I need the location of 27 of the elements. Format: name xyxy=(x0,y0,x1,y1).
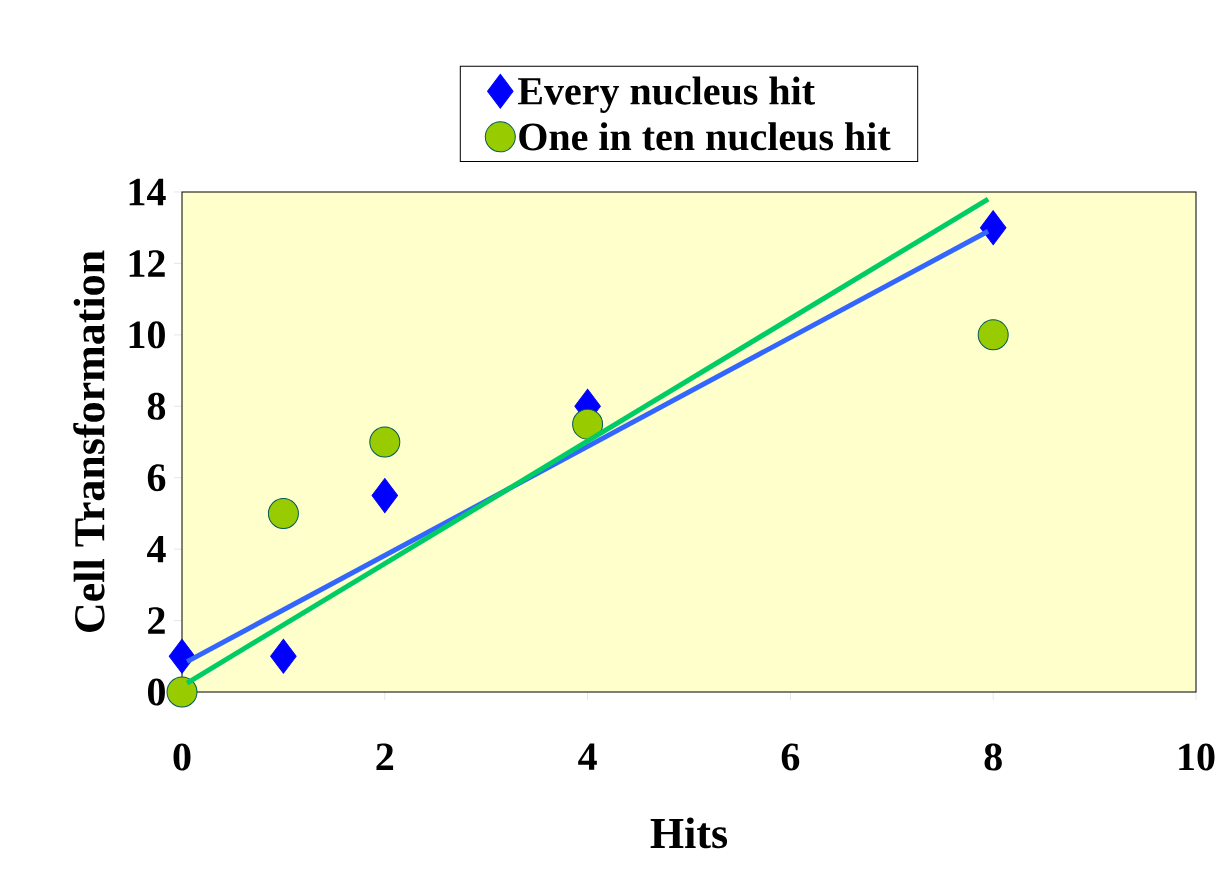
point xyxy=(166,676,198,708)
point xyxy=(979,210,1007,246)
y-tick-label: 10 xyxy=(129,321,165,349)
legend-label: One in ten nucleus hit xyxy=(519,122,891,151)
y-tick-label: 4 xyxy=(147,535,166,563)
y-axis-title: Cell Transformation xyxy=(73,250,105,632)
x-axis-title: Hits xyxy=(650,817,728,849)
point xyxy=(270,638,297,674)
legend-label: Every nucleus hit xyxy=(517,76,815,113)
x-tick-label: 10 xyxy=(1179,743,1215,771)
y-tick-label: 6 xyxy=(147,464,166,492)
y-tick-label: 14 xyxy=(129,178,166,206)
point xyxy=(369,426,401,458)
y-tick-label: 2 xyxy=(148,607,165,634)
x-tick-label: 4 xyxy=(578,743,597,770)
y-tick-label: 12 xyxy=(129,250,165,277)
point xyxy=(572,408,604,440)
y-tick-label: 8 xyxy=(147,392,166,420)
x-tick-label: 0 xyxy=(173,743,191,771)
x-tick-label: 2 xyxy=(376,743,394,770)
point xyxy=(977,319,1009,351)
point xyxy=(267,497,299,529)
y-tick-label: 0 xyxy=(147,678,165,706)
x-tick-label: 8 xyxy=(984,743,1002,771)
x-tick-label: 6 xyxy=(781,743,800,771)
point xyxy=(168,638,196,674)
point xyxy=(371,478,399,514)
